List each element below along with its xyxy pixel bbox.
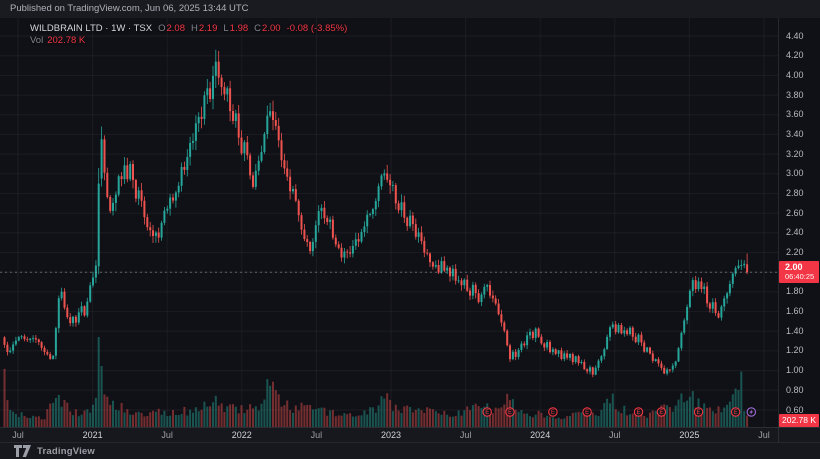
last-volume-label: 202.78 K — [779, 414, 819, 427]
bar-countdown: 06:40:25 — [785, 272, 815, 282]
time-axis[interactable]: Jul 2021 Jul 2022 Jul 2023 Jul 2024 Jul 2025 Jul — [0, 427, 778, 442]
price-axis[interactable]: 2.00 06:40:25 202.78 K 4.40 4.20 4.00 3.80 3… — [778, 18, 820, 427]
earnings-letter: E — [696, 410, 700, 416]
price-tick-label: 3.60 — [786, 109, 804, 120]
price-tick-label: 2.20 — [786, 247, 804, 257]
price-tick-label: 1.80 — [786, 286, 804, 297]
earnings-badge-upcoming[interactable] — [746, 407, 757, 417]
earnings-letter: E — [734, 410, 738, 416]
published-bar: Published on TradingView.com, Jun 06, 20… — [0, 0, 820, 18]
ohlc-key: L — [223, 23, 229, 34]
lightning-icon — [749, 409, 754, 415]
earnings-badge-reported[interactable]: E — [693, 407, 704, 417]
grid-lines — [0, 18, 778, 427]
ohlc-values: O2.08 H2.19 L1.98 C2.00 — [152, 23, 280, 34]
time-tick-label: 2021 — [82, 430, 103, 440]
earnings-badge-reported[interactable]: E — [482, 407, 492, 417]
time-tick-label: 2024 — [530, 430, 551, 440]
price-tick-label: 1.40 — [786, 325, 804, 336]
ohlc-value: 1.98 — [229, 23, 249, 34]
earnings-badge-reported[interactable]: E — [633, 407, 644, 417]
time-tick-label: 2023 — [380, 430, 402, 440]
earnings-badge-reported[interactable]: E — [582, 407, 592, 417]
last-price-value: 2.00 — [785, 262, 803, 273]
earnings-badge-reported[interactable]: E — [505, 407, 515, 417]
price-tick-label: 2.60 — [786, 207, 804, 218]
time-tick-label: Jul — [12, 430, 24, 440]
time-tick-label: 2022 — [231, 430, 252, 440]
time-tick-label: Jul — [609, 430, 621, 440]
price-tick-label: 3.00 — [786, 168, 804, 179]
footer: TradingView — [0, 443, 820, 459]
ohlc-key: C — [254, 23, 262, 34]
price-axis-separator — [778, 18, 779, 442]
ohlc-key: O — [158, 23, 166, 34]
earnings-letter: E — [485, 410, 489, 416]
price-tick-label: 1.60 — [786, 306, 804, 317]
price-tick-label: 3.20 — [786, 148, 804, 159]
volume-key: Vol — [30, 35, 44, 46]
price-tick-label: 4.40 — [786, 30, 804, 41]
footer-separator — [0, 442, 820, 443]
earnings-badge-reported[interactable]: E — [548, 407, 558, 417]
published-text: Published on TradingView.com, Jun 06, 20… — [10, 3, 249, 14]
ohlc-value: 2.00 — [262, 23, 281, 34]
price-tick-label: 2.80 — [786, 188, 804, 198]
price-tick-label: 1.00 — [786, 365, 804, 376]
earnings-letter: E — [585, 410, 589, 416]
symbol-title: WILDBRAIN LTD · 1W · TSX — [30, 23, 153, 34]
price-tick-label: 1.20 — [786, 345, 804, 356]
symbol-legend: WILDBRAIN LTD · 1W · TSX O2.08 H2.19 L1.98 C… — [30, 23, 347, 47]
price-tick-label: 3.80 — [786, 89, 804, 100]
time-tick-label: Jul — [758, 430, 770, 440]
ohlc-value: 2.19 — [198, 23, 218, 34]
time-tick-label: Jul — [161, 430, 173, 440]
earnings-letter: E — [508, 410, 512, 416]
time-tick-label: Jul — [310, 430, 323, 440]
price-tick-label: 3.40 — [786, 128, 804, 139]
tradingview-logo-icon — [14, 445, 31, 457]
price-tick-label: 2.40 — [786, 227, 804, 238]
tradingview-logo[interactable]: TradingView — [14, 445, 95, 457]
time-tick-label: Jul — [459, 430, 472, 440]
earnings-badge-reported[interactable]: E — [730, 407, 741, 417]
ohlc-value: 2.08 — [166, 23, 186, 34]
volume-value: 202.78 K — [47, 35, 86, 46]
price-tick-label: 4.00 — [786, 69, 804, 80]
price-tick-label: 0.80 — [786, 384, 804, 395]
earnings-letter: E — [551, 410, 555, 416]
earnings-letter: E — [659, 410, 663, 416]
time-tick-label: 2025 — [679, 430, 700, 440]
price-tick-label: 4.20 — [786, 50, 804, 61]
price-tick-label: 0.60 — [786, 404, 804, 415]
ohlc-key: H — [191, 23, 198, 34]
change-value: -0.08 (-3.85%) — [286, 23, 348, 34]
time-axis-separator — [0, 427, 820, 428]
last-price-label: 2.00 06:40:25 — [779, 261, 819, 284]
brand-text: TradingView — [37, 445, 95, 457]
candles — [3, 49, 749, 378]
earnings-badge-reported[interactable]: E — [656, 407, 667, 417]
earnings-letter: E — [636, 410, 640, 416]
